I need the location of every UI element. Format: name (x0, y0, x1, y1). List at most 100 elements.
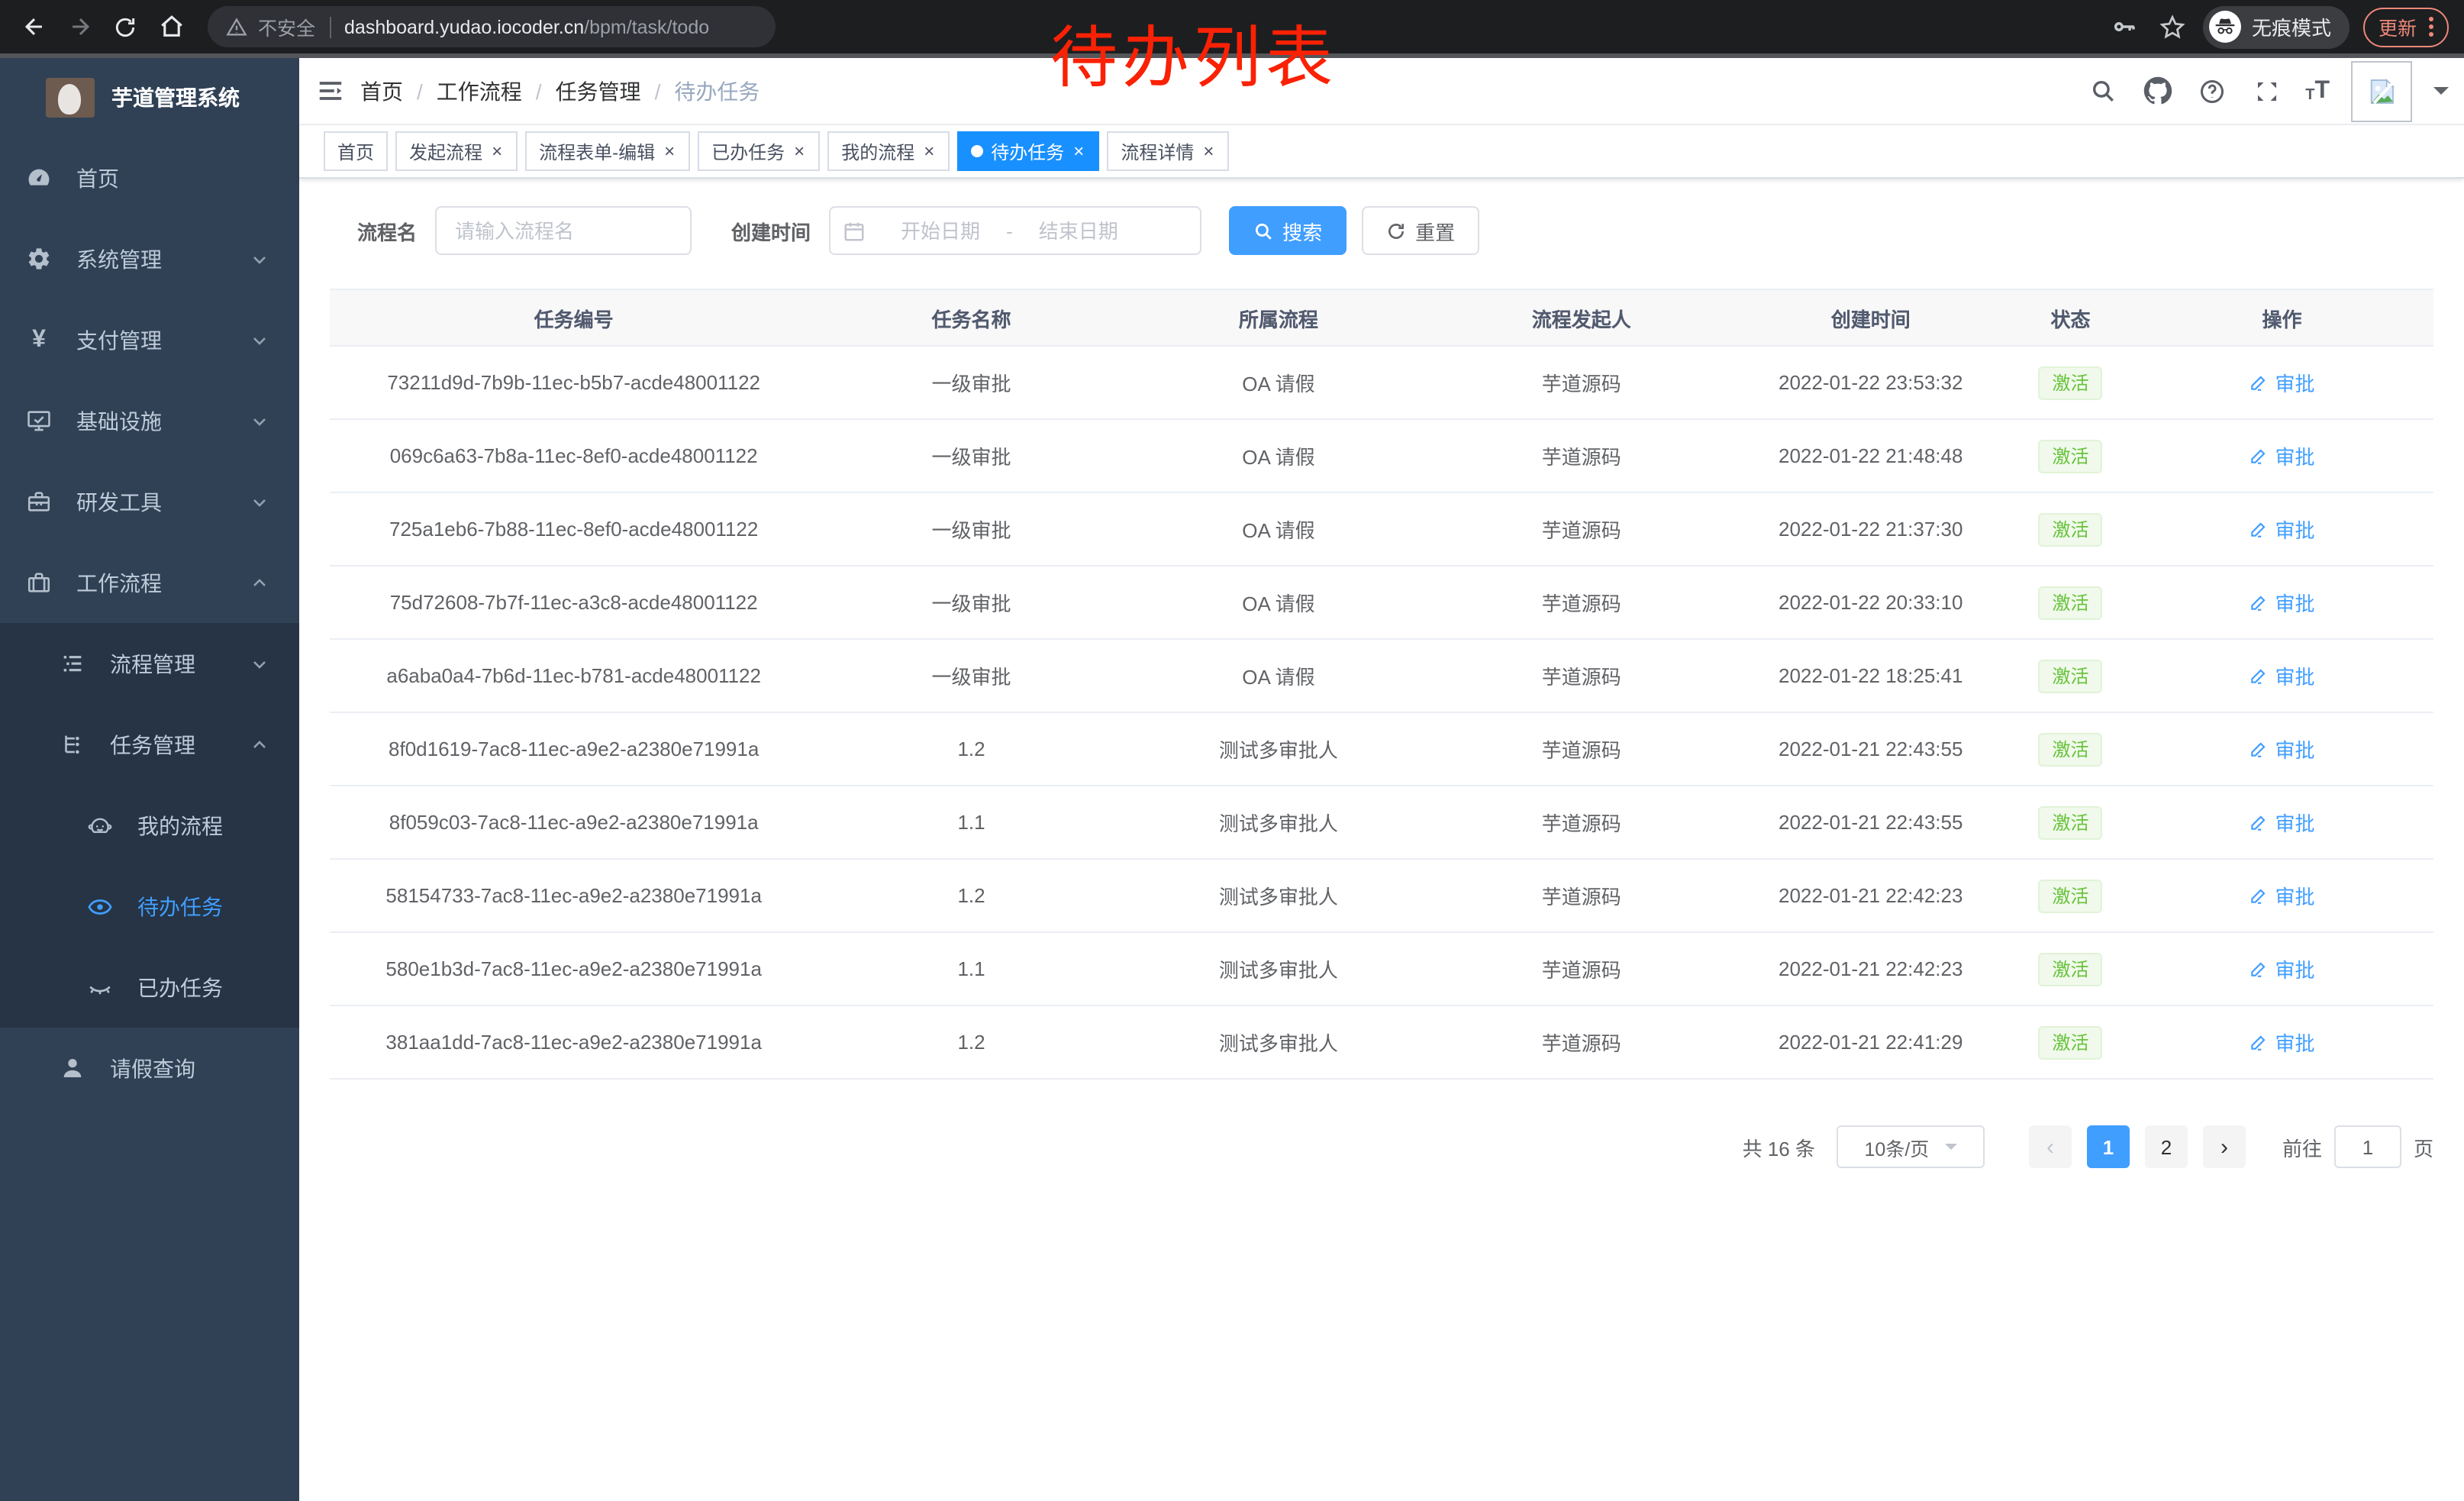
page-button-2[interactable]: 2 (2144, 1125, 2188, 1168)
yen-icon: ¥ (32, 326, 46, 352)
tab-发起流程[interactable]: 发起流程 × (395, 131, 518, 171)
sidebar-item-支付管理[interactable]: ¥ 支付管理 (0, 299, 299, 380)
status-badge: 激活 (2038, 512, 2103, 546)
approve-link-label: 审批 (2275, 886, 2315, 909)
cell-status: 激活 (2011, 419, 2131, 493)
tab-label: 我的流程 (841, 141, 915, 163)
cell-process: 测试多审批人 (1124, 786, 1433, 860)
approve-link[interactable]: 审批 (2250, 1028, 2315, 1057)
goto-page-input[interactable] (2333, 1125, 2401, 1168)
sidebar-item-研发工具[interactable]: 研发工具 (0, 461, 299, 542)
approve-link[interactable]: 审批 (2250, 368, 2315, 397)
approve-link[interactable]: 审批 (2250, 515, 2315, 544)
browser-forward-button[interactable] (61, 8, 98, 45)
edit-pencil-icon (2250, 1032, 2269, 1052)
filter-form: 流程名 创建时间 - 搜索 重置 (357, 206, 2433, 255)
sidebar-item-待办任务[interactable]: 待办任务 (0, 866, 299, 947)
github-icon[interactable] (2140, 74, 2174, 108)
search-icon[interactable] (2085, 74, 2119, 108)
breadcrumb-item: 待办任务 (674, 79, 760, 103)
edit-pencil-icon (2250, 666, 2269, 686)
sidebar-collapse-button[interactable] (299, 57, 360, 124)
sidebar-item-请假查询[interactable]: 请假查询 (0, 1028, 299, 1109)
sidebar-item-系统管理[interactable]: 系统管理 (0, 218, 299, 299)
breadcrumb-item[interactable]: 任务管理 (555, 79, 641, 103)
bookmark-star-icon[interactable] (2156, 10, 2189, 44)
avatar-dropdown-caret-icon[interactable] (2433, 87, 2449, 102)
cell-name: 1.1 (818, 786, 1125, 860)
approve-link[interactable]: 审批 (2250, 808, 2315, 837)
column-header: 任务编号 (330, 289, 818, 347)
browser-home-button[interactable] (153, 8, 189, 45)
fullscreen-icon[interactable] (2250, 74, 2284, 108)
cell-initiator: 芋道源码 (1432, 419, 1731, 493)
table-row: 725a1eb6-7b88-11ec-8ef0-acde48001122 一级审批… (330, 492, 2433, 567)
end-date-input[interactable] (1015, 219, 1141, 242)
approve-link[interactable]: 审批 (2250, 441, 2315, 470)
cell-name: 一级审批 (818, 639, 1125, 713)
next-page-button[interactable]: › (2202, 1125, 2246, 1168)
cell-status: 激活 (2011, 786, 2131, 860)
approve-link-label: 审批 (2275, 373, 2315, 395)
cell-initiator: 芋道源码 (1432, 639, 1731, 713)
help-icon[interactable] (2195, 74, 2229, 108)
sidebar-item-我的流程[interactable]: 我的流程 (0, 785, 299, 866)
cell-id: 73211d9d-7b9b-11ec-b5b7-acde48001122 (330, 346, 818, 420)
tab-流程表单-编辑[interactable]: 流程表单-编辑 × (525, 131, 691, 171)
tab-close-icon[interactable]: × (492, 140, 503, 162)
sidebar-item-流程管理[interactable]: 流程管理 (0, 623, 299, 704)
breadcrumb-item[interactable]: 工作流程 (436, 79, 522, 103)
search-button[interactable]: 搜索 (1229, 206, 1347, 255)
reset-button[interactable]: 重置 (1362, 206, 1480, 255)
sidebar-item-已办任务[interactable]: 已办任务 (0, 947, 299, 1028)
sidebar-item-label: 首页 (76, 166, 119, 190)
pagination-total: 共 16 条 (1742, 1137, 1815, 1160)
page-button-1[interactable]: 1 (2086, 1125, 2130, 1168)
tab-close-icon[interactable]: × (664, 140, 676, 162)
tab-close-icon[interactable]: × (924, 140, 935, 162)
browser-back-button[interactable] (15, 8, 52, 45)
chevron-down-icon (250, 250, 269, 268)
browser-reload-button[interactable] (107, 8, 144, 45)
sidebar-item-工作流程[interactable]: 工作流程 (0, 542, 299, 623)
approve-link[interactable]: 审批 (2250, 734, 2315, 763)
tab-close-icon[interactable]: × (794, 140, 805, 162)
page-size-select[interactable]: 10条/页 (1836, 1125, 1985, 1168)
tab-label: 流程详情 (1121, 141, 1195, 163)
password-key-icon[interactable] (2108, 10, 2142, 44)
tab-首页[interactable]: 首页 (324, 131, 389, 171)
address-bar[interactable]: 不安全 dashboard.yudao.iocoder.cn/bpm/task/… (208, 6, 776, 47)
process-name-input[interactable] (435, 206, 692, 255)
date-range-picker[interactable]: - (829, 206, 1202, 255)
browser-update-button[interactable]: 更新 (2362, 7, 2449, 47)
approve-link[interactable]: 审批 (2250, 881, 2315, 910)
cell-id: 580e1b3d-7ac8-11ec-a9e2-a2380e71991a (330, 932, 818, 1006)
tab-close-icon[interactable]: × (1073, 140, 1085, 162)
cell-initiator: 芋道源码 (1432, 786, 1731, 860)
tab-close-icon[interactable]: × (1203, 140, 1214, 162)
status-badge: 激活 (2038, 732, 2103, 766)
tab-我的流程[interactable]: 我的流程 × (827, 131, 950, 171)
prev-page-button[interactable]: ‹ (2028, 1125, 2072, 1168)
avatar-broken-image[interactable] (2351, 60, 2412, 121)
breadcrumb-item[interactable]: 首页 (360, 79, 403, 103)
cell-id: 8f059c03-7ac8-11ec-a9e2-a2380e71991a (330, 786, 818, 860)
approve-link[interactable]: 审批 (2250, 954, 2315, 983)
sidebar-item-基础设施[interactable]: 基础设施 (0, 380, 299, 461)
sidebar-item-首页[interactable]: 首页 (0, 137, 299, 218)
sidebar-item-label: 基础设施 (76, 408, 162, 433)
approve-link[interactable]: 审批 (2250, 588, 2315, 617)
app-logo-row[interactable]: 芋道管理系统 (0, 58, 299, 137)
sidebar-item-任务管理[interactable]: 任务管理 (0, 704, 299, 785)
cell-id: 725a1eb6-7b88-11ec-8ef0-acde48001122 (330, 492, 818, 567)
edit-pencil-icon (2250, 446, 2269, 466)
tab-待办任务[interactable]: 待办任务 × (957, 131, 1100, 171)
tab-label: 首页 (337, 141, 375, 163)
cell-action: 审批 (2130, 932, 2433, 1006)
start-date-input[interactable] (878, 219, 1004, 242)
browser-menu-icon[interactable] (2429, 17, 2433, 37)
approve-link[interactable]: 审批 (2250, 661, 2315, 690)
tab-流程详情[interactable]: 流程详情 × (1107, 131, 1230, 171)
tab-已办任务[interactable]: 已办任务 × (698, 131, 821, 171)
